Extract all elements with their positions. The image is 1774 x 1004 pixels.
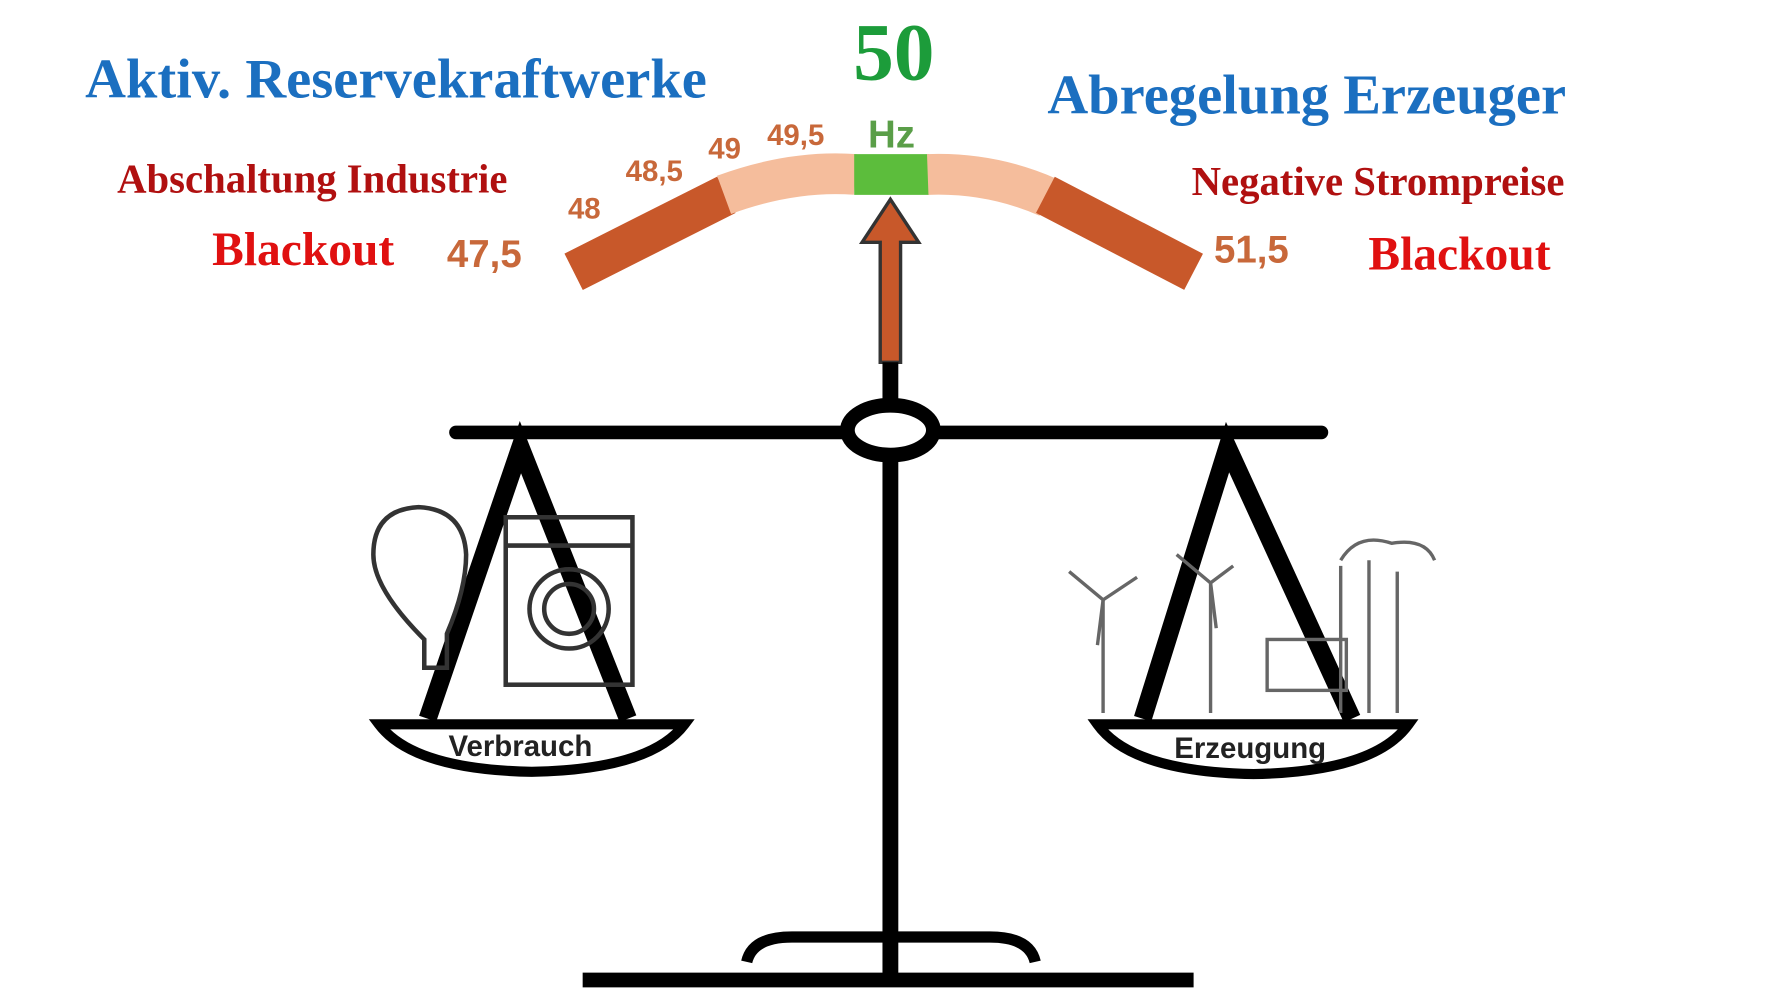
left-pan-label: Verbrauch bbox=[449, 730, 593, 763]
pointer-arrow bbox=[858, 196, 922, 364]
gauge-segment bbox=[717, 153, 857, 215]
right-pan bbox=[1087, 719, 1419, 780]
wind-blades bbox=[1175, 553, 1235, 629]
gauge-label: 49 bbox=[708, 133, 741, 166]
gauge-segment bbox=[927, 153, 1056, 216]
washer-door bbox=[541, 581, 597, 637]
frequency-value: 50 bbox=[853, 6, 934, 97]
right-measure: Negative Strompreise bbox=[1192, 159, 1565, 204]
left-heading: Aktiv. Reservekraftwerke bbox=[85, 49, 707, 111]
right-pan-label: Erzeugung bbox=[1174, 732, 1326, 765]
right-heading: Abregelung Erzeuger bbox=[1047, 64, 1566, 126]
gauge-label: 51,5 bbox=[1214, 229, 1289, 272]
right-limit: Blackout bbox=[1368, 229, 1550, 281]
power-plant bbox=[1265, 637, 1349, 693]
chimneys bbox=[1338, 560, 1399, 714]
gauge-segment bbox=[1036, 176, 1203, 290]
smoke bbox=[1339, 538, 1437, 562]
gauge-label: 47,5 bbox=[447, 233, 522, 276]
right-hanger bbox=[1134, 421, 1361, 723]
producer-icons bbox=[1068, 538, 1437, 714]
left-pan bbox=[368, 719, 695, 777]
consumer-icons bbox=[371, 504, 635, 687]
base-arch bbox=[741, 931, 1041, 964]
washer-drum bbox=[527, 567, 611, 651]
gauge-label: 49,5 bbox=[767, 119, 824, 152]
frequency-unit: Hz bbox=[868, 113, 915, 156]
washer-icon bbox=[503, 515, 635, 687]
gauge-labels: 47,5 48 48,5 49 49,5 51,5 bbox=[447, 119, 1289, 276]
gauge-label: 48 bbox=[568, 193, 601, 226]
left-hanger bbox=[419, 420, 637, 722]
gauge-label: 48,5 bbox=[626, 155, 683, 188]
bulb-icon bbox=[371, 504, 469, 671]
pivot bbox=[840, 397, 941, 463]
left-measure: Abschaltung Industrie bbox=[117, 157, 507, 202]
gauge-segment bbox=[564, 176, 736, 290]
gauge bbox=[564, 153, 1203, 290]
left-limit: Blackout bbox=[212, 224, 394, 276]
wind-blades bbox=[1068, 570, 1138, 646]
balance bbox=[368, 362, 1419, 988]
